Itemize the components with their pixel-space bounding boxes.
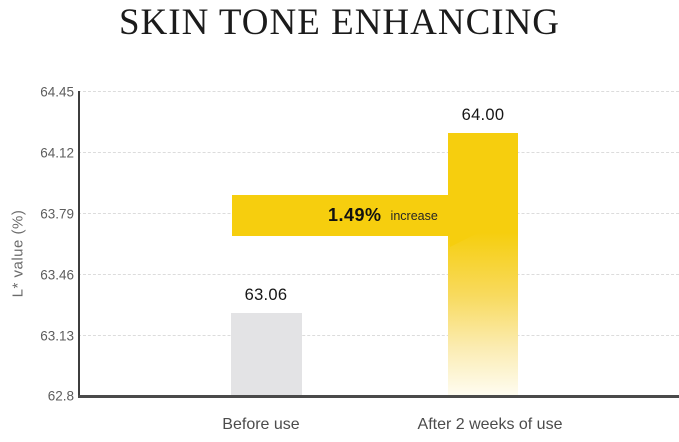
increase-arrow-text: 1.49% increase [328,195,438,236]
bar-value-after: 64.00 [461,106,505,124]
increase-percent: 1.49% [328,205,382,225]
x-label-before-use: Before use [222,416,300,433]
bar-after-2-weeks [448,133,518,395]
y-axis-label: L* value (%) [9,209,27,298]
y-tick-64-45: 64.45 [40,84,74,100]
increase-arrow-body: 1.49% increase [232,195,450,236]
x-label-after-2-weeks: After 2 weeks of use [417,416,563,433]
increase-arrow-head-icon [450,183,513,247]
bar-value-before: 63.06 [244,286,288,304]
gridline-64-45 [78,91,679,92]
gridline-64-12 [78,152,679,153]
gridline-63-13 [78,335,679,336]
increase-word: increase [390,208,438,223]
y-tick-64-12: 64.12 [40,145,74,161]
y-axis-line [78,91,80,397]
y-tick-63-13: 63.13 [40,328,74,344]
y-tick-63-46: 63.46 [40,267,74,283]
gridline-63-46 [78,274,679,275]
y-tick-63-79: 63.79 [40,206,74,222]
chart-title: SKIN TONE ENHANCING [118,2,561,43]
y-tick-62-8: 62.8 [47,388,74,404]
bar-before-use [231,313,302,395]
x-axis-line [78,395,679,398]
